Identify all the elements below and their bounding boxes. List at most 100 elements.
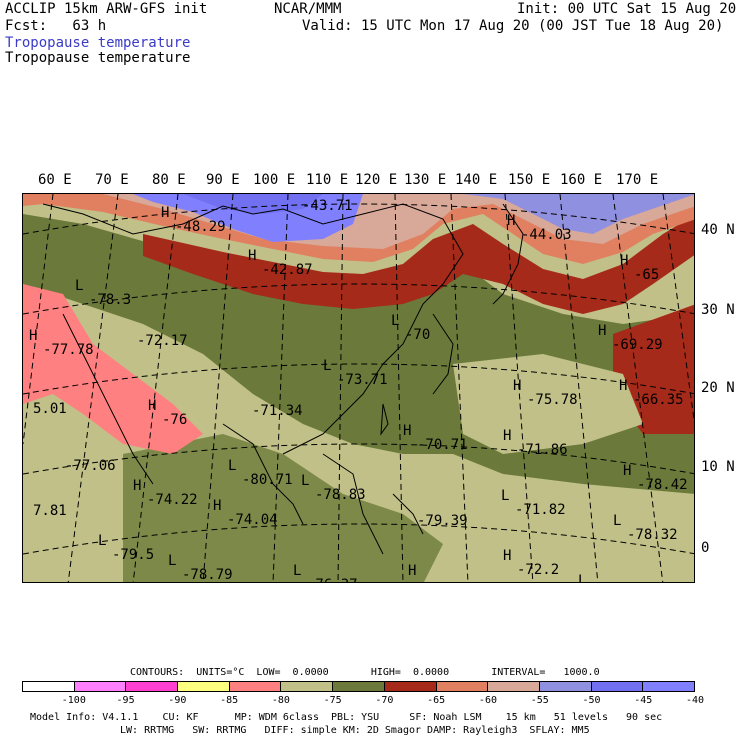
- extremum-value: -76.37: [307, 578, 358, 582]
- extremum-value: -78.32: [627, 527, 678, 543]
- extremum-value: -43.71: [302, 198, 353, 214]
- extremum-symbol: L: [501, 488, 510, 504]
- extremum-symbol: H: [29, 328, 38, 344]
- longitude-label: 90 E: [206, 172, 240, 188]
- extremum-symbol: H: [408, 563, 417, 579]
- extremum-label: L -71.82: [501, 489, 566, 517]
- color-bar-segment: [333, 682, 385, 691]
- extremum-symbol: H: [507, 213, 516, 229]
- color-bar-segment: [23, 682, 75, 691]
- extremum-value: -74.04: [227, 512, 278, 528]
- extremum-value: -44.03: [521, 227, 572, 243]
- color-bar-tick-label: -100: [61, 695, 86, 706]
- extremum-label: 5.01: [23, 401, 67, 417]
- extremum-symbol: L: [293, 563, 302, 579]
- extremum-value: -76: [162, 412, 188, 428]
- longitude-label: 150 E: [508, 172, 551, 188]
- extremum-label: -77.06: [51, 459, 116, 473]
- latitude-label: 20 N: [701, 380, 735, 396]
- color-bar-tick-label: -75: [323, 695, 342, 706]
- color-bar-segment: [384, 682, 437, 691]
- model-info-line1: Model Info: V4.1.1 CU: KF MP: WDM 6class…: [30, 712, 663, 723]
- latitude-label: 10 N: [701, 459, 735, 475]
- extremum-value: -73.71: [337, 372, 388, 388]
- longitude-label: 100 E: [253, 172, 296, 188]
- color-bar-segment: [281, 682, 334, 691]
- extremum-value: -75.78: [527, 392, 578, 408]
- extremum-label: L -79.5: [98, 534, 154, 562]
- extremum-label: H -66.35: [619, 379, 684, 407]
- extremum-value: -42.87: [262, 262, 313, 278]
- field-title-shaded: Tropopause temperature: [5, 35, 191, 51]
- extremum-label: H -71.86: [503, 429, 568, 457]
- extremum-label: L -78.83: [301, 474, 366, 502]
- extremum-symbol: H: [213, 498, 222, 514]
- longitude-label: 160 E: [560, 172, 603, 188]
- contour-info: CONTOURS: UNITS=°C LOW= 0.0000 HIGH= 0.0…: [130, 667, 600, 678]
- extremum-symbol: L: [391, 313, 400, 329]
- longitude-label: 110 E: [306, 172, 349, 188]
- extremum-label: H -69.29: [598, 324, 663, 352]
- extremum-value: -74.22: [147, 492, 198, 508]
- extremum-label: L -78.79: [168, 554, 233, 582]
- longitude-label: 60 E: [38, 172, 72, 188]
- extremum-symbol: H: [161, 205, 170, 221]
- extremum-symbol: H: [619, 378, 628, 394]
- extremum-label: -72.17: [123, 334, 188, 348]
- color-bar-tick-label: -55: [530, 695, 549, 706]
- extremum-label: H -78.42: [623, 464, 688, 492]
- color-bar-tick-label: -70: [375, 695, 394, 706]
- extremum-label: L -80.71: [228, 459, 293, 487]
- extremum-value: -79.5: [112, 547, 155, 563]
- extremum-label: L -78.32: [613, 514, 678, 542]
- extremum-value: 5.01: [33, 401, 67, 417]
- color-bar-segment: [539, 682, 592, 691]
- extremum-value: 7.81: [33, 503, 67, 519]
- extremum-value: -72.2: [517, 562, 560, 578]
- extremum-symbol: H: [598, 323, 607, 339]
- extremum-symbol: L: [75, 278, 84, 294]
- field-title-contour: Tropopause temperature: [5, 50, 191, 66]
- latitude-label: 0: [701, 540, 710, 556]
- color-bar-segment: [126, 682, 179, 691]
- longitude-label: 80 E: [152, 172, 186, 188]
- extremum-label: H -65: [620, 254, 659, 282]
- extremum-symbol: H: [503, 548, 512, 564]
- extremum-label: H -77.78: [29, 329, 94, 357]
- map-shading: [23, 194, 694, 582]
- color-bar-tick-label: -85: [220, 695, 239, 706]
- color-bar-tick-label: -60: [478, 695, 497, 706]
- extremum-value: -66.35: [633, 392, 684, 408]
- extremum-symbol: H: [620, 253, 629, 269]
- extremum-label: H: [408, 564, 416, 578]
- extremum-value: -48.29: [175, 219, 226, 235]
- extremum-value: -71.82: [515, 502, 566, 518]
- extremum-value: -69.29: [612, 337, 663, 353]
- extremum-symbol: H: [248, 248, 257, 264]
- extremum-symbol: H: [403, 423, 412, 439]
- extremum-symbol: L: [323, 358, 332, 374]
- extremum-symbol: H: [623, 463, 632, 479]
- longitude-label: 70 E: [95, 172, 129, 188]
- tropopause-temperature-map: H -48.29 -43.71 H -42.87 H -44.03 H -65 L -78.3 H -7…: [22, 193, 695, 583]
- extremum-label: L -73.71: [323, 359, 388, 387]
- extremum-label: -79.39: [403, 514, 468, 528]
- latitude-label: 30 N: [701, 302, 735, 318]
- extremum-value: -65: [634, 267, 660, 283]
- extremum-label: H -48.29: [161, 206, 226, 234]
- color-bar-segment: [488, 682, 540, 691]
- longitude-label: 130 E: [404, 172, 447, 188]
- extremum-label: -43.71: [288, 199, 353, 213]
- extremum-label: H -70.71: [403, 424, 468, 452]
- extremum-symbol: L: [301, 473, 310, 489]
- color-bar-segment: [74, 682, 127, 691]
- forecast-hour: Fcst: 63 h: [5, 18, 107, 34]
- color-bar-segment: [643, 682, 694, 691]
- longitude-label: 120 E: [355, 172, 398, 188]
- color-bar-segment: [178, 682, 230, 691]
- extremum-label: L -76.37: [293, 563, 358, 582]
- extremum-label: L-75.42: [578, 574, 643, 582]
- color-bar-segment: [436, 682, 489, 691]
- extremum-label: L -70: [391, 314, 430, 342]
- color-bar-segment: [229, 682, 282, 691]
